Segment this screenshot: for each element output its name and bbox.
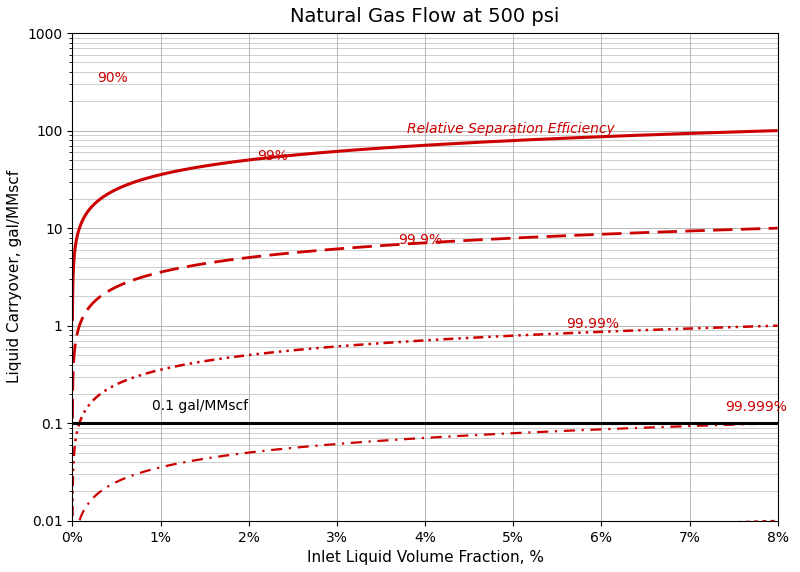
Text: 0.1 gal/MMscf: 0.1 gal/MMscf	[152, 399, 248, 413]
Title: Natural Gas Flow at 500 psi: Natural Gas Flow at 500 psi	[290, 7, 560, 26]
Y-axis label: Liquid Carryover, gal/MMscf: Liquid Carryover, gal/MMscf	[7, 170, 22, 383]
Text: 99.9%: 99.9%	[398, 233, 442, 247]
Text: 99%: 99%	[258, 149, 288, 163]
Text: 90%: 90%	[97, 70, 128, 85]
Text: 99.999%: 99.999%	[725, 400, 786, 414]
Text: Relative Separation Efficiency: Relative Separation Efficiency	[407, 121, 615, 136]
X-axis label: Inlet Liquid Volume Fraction, %: Inlet Liquid Volume Fraction, %	[306, 550, 543, 565]
Text: 99.99%: 99.99%	[566, 317, 619, 331]
